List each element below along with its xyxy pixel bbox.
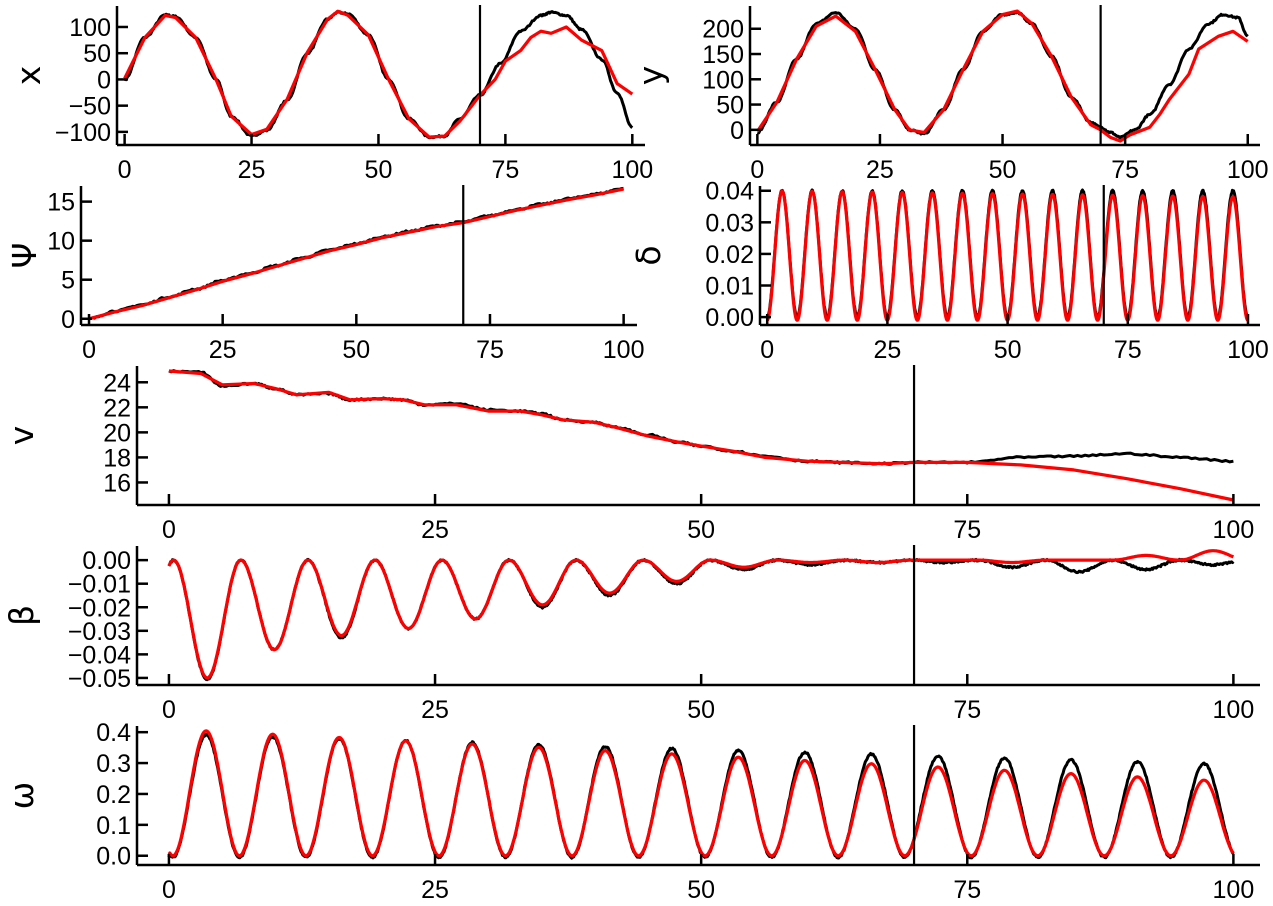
y-tick-label-beta: −0.01 [68,571,131,599]
y-tick-label-y: 0 [730,117,744,145]
y-tick-label-y: 50 [716,92,744,120]
y-axis-label-v: v [2,426,41,446]
panel-delta: 0 25 50 75 100 0.00 0.01 0.02 0.03 0.04 δ [629,178,1269,364]
y-axis-label-beta: β [2,605,41,626]
x-tick-label-delta: 25 [873,336,901,364]
x-tick-label-beta: 75 [953,696,981,724]
series-truth-beta [167,557,1235,682]
y-tick-label-psi: 15 [47,189,75,217]
y-tick-label-beta: 0.00 [82,547,131,575]
y-tick-label-x: −50 [69,93,111,121]
y-tick-label-omega: 0.1 [96,812,131,840]
y-tick-label-beta: −0.02 [68,594,131,622]
y-tick-label-omega: 0.2 [96,781,131,809]
x-tick-label-x: 100 [611,156,653,184]
x-tick-label-x: 25 [238,156,266,184]
x-tick-label-beta: 50 [687,696,715,724]
x-tick-label-x: 50 [365,156,393,184]
y-tick-label-x: −100 [55,119,111,147]
x-tick-label-omega: 0 [162,876,176,904]
x-tick-label-x: 0 [118,156,132,184]
x-tick-label-omega: 100 [1213,876,1255,904]
y-tick-label-psi: 0 [61,306,75,334]
y-tick-label-x: 100 [69,14,111,42]
x-tick-label-psi: 75 [476,336,504,364]
y-tick-label-v: 18 [103,444,131,472]
y-tick-label-v: 16 [103,469,131,497]
y-tick-label-v: 22 [103,394,131,422]
series-model-beta [167,549,1235,680]
x-tick-label-omega: 75 [953,876,981,904]
y-tick-label-y: 200 [702,16,744,44]
y-tick-label-y: 150 [702,41,744,69]
y-tick-label-y: 100 [702,66,744,94]
panel-omega: 0 25 50 75 100 0.0 0.1 0.2 0.3 0.4 ω [2,719,1260,904]
y-axis-label-psi: Ψ [5,243,44,269]
y-tick-label-delta: 0.03 [705,209,754,237]
y-axis-label-omega: ω [2,782,41,810]
x-tick-label-v: 50 [687,516,715,544]
x-tick-label-beta: 0 [162,696,176,724]
y-tick-label-psi: 10 [47,228,75,256]
y-axis-label-delta: δ [629,245,668,265]
x-tick-label-beta: 25 [421,696,449,724]
y-tick-label-beta: −0.05 [68,665,131,693]
x-tick-label-delta: 0 [760,336,774,364]
x-tick-label-y: 100 [1227,156,1269,184]
series-model-x [123,9,634,139]
series-model-v [168,369,1234,502]
y-tick-label-omega: 0.3 [96,750,131,778]
y-tick-label-v: 20 [103,419,131,447]
x-tick-label-omega: 25 [421,876,449,904]
x-tick-label-y: 0 [750,156,764,184]
y-tick-label-beta: −0.03 [68,618,131,646]
y-tick-label-x: 50 [83,40,111,68]
x-tick-label-x: 75 [491,156,519,184]
x-tick-label-omega: 50 [687,876,715,904]
y-tick-label-delta: 0.02 [705,241,754,269]
x-tick-label-v: 75 [953,516,981,544]
y-tick-label-delta: 0.01 [705,273,754,301]
x-tick-label-delta: 100 [1227,336,1269,364]
x-tick-label-delta: 50 [994,336,1022,364]
x-tick-label-y: 50 [989,156,1017,184]
x-tick-label-psi: 100 [603,336,645,364]
y-tick-label-v: 24 [103,369,131,397]
x-tick-label-psi: 0 [82,336,96,364]
x-tick-label-beta: 100 [1213,696,1255,724]
y-axis-label-x: x [9,66,48,86]
series-truth-omega [167,732,1235,860]
y-tick-label-psi: 5 [61,267,75,295]
y-tick-label-x: 0 [97,66,111,94]
x-tick-label-psi: 50 [342,336,370,364]
y-tick-label-omega: 0.0 [96,843,131,871]
x-tick-label-y: 75 [1111,156,1139,184]
x-tick-label-v: 100 [1213,516,1255,544]
y-tick-label-omega: 0.4 [96,719,131,747]
series-model-psi [88,187,624,321]
y-axis-label-y: y [631,66,670,86]
x-tick-label-psi: 25 [209,336,237,364]
y-tick-label-delta: 0.00 [705,304,754,332]
y-tick-label-delta: 0.04 [705,178,754,206]
x-tick-label-delta: 75 [1114,336,1142,364]
y-tick-label-beta: −0.04 [68,641,131,669]
x-tick-label-y: 25 [866,156,894,184]
x-tick-label-v: 25 [421,516,449,544]
series-truth-v [168,369,1234,466]
panel-beta: 0 25 50 75 100 −0.05−0.04−0.03−0.02−0.010.00 β [2,545,1260,724]
series-truth-y [756,10,1249,140]
series-model-delta [766,189,1250,322]
series-model-omega [167,729,1235,858]
x-tick-label-v: 0 [162,516,176,544]
series-model-y [756,9,1249,143]
panel-psi: 0 25 50 75 100 0 5 10 15Ψ [5,185,644,364]
